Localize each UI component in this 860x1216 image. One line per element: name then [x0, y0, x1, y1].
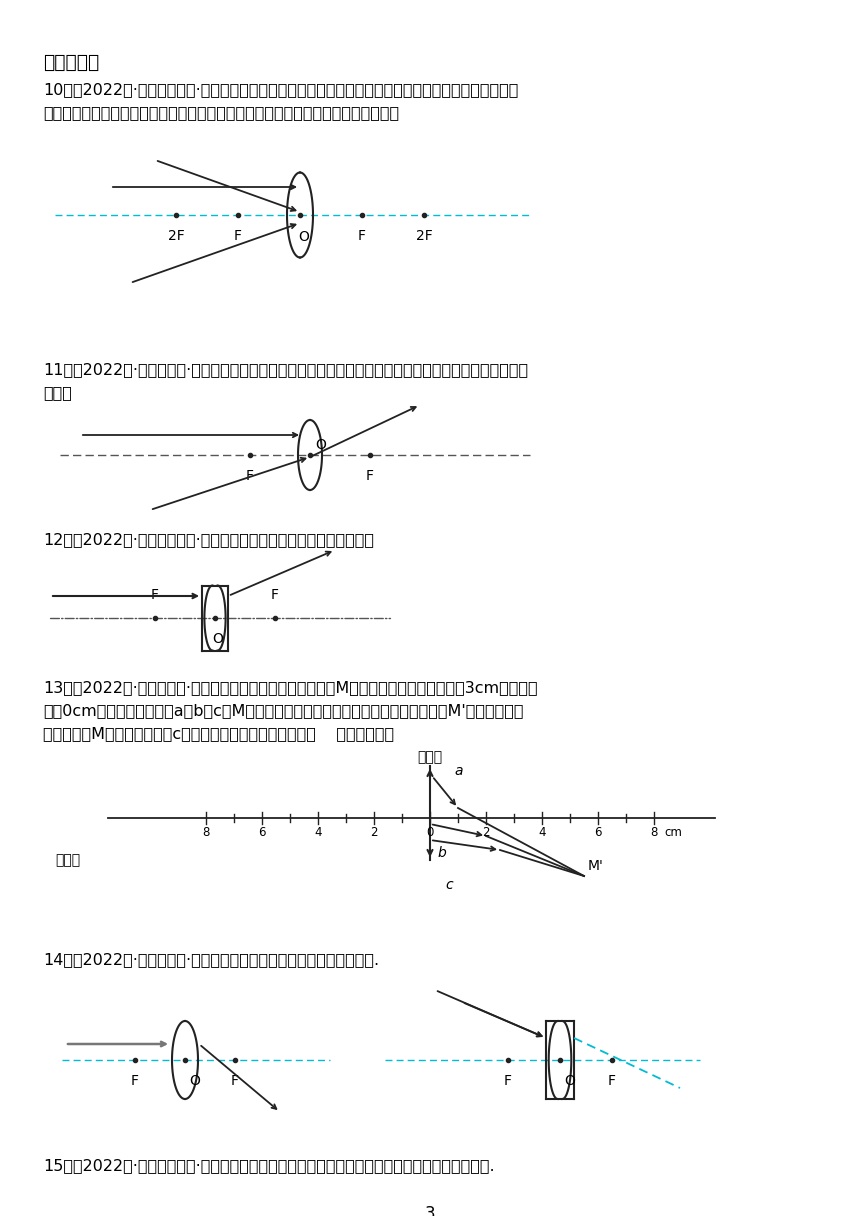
Text: F: F: [231, 1074, 239, 1088]
Text: 三、作图题: 三、作图题: [43, 54, 99, 72]
Text: F: F: [504, 1074, 512, 1088]
Text: a: a: [454, 764, 463, 778]
Text: O: O: [189, 1074, 200, 1088]
Text: 8: 8: [650, 826, 658, 839]
Text: O: O: [298, 230, 310, 244]
Text: 4: 4: [314, 826, 322, 839]
Text: 11．（2022秋·黑龙江大庆·八年级统考期末）根据凸透镜的性质，在图中完成光路图：画出折射光线或入射: 11．（2022秋·黑龙江大庆·八年级统考期末）根据凸透镜的性质，在图中完成光路…: [43, 362, 528, 377]
Text: 2F: 2F: [415, 229, 433, 243]
Text: M': M': [588, 858, 604, 873]
Text: 10．（2022秋·黑龙江牡丹江·八年级统考期末）如图所示，表示分别平行于主光轴的光线和一倍焦距处射: 10．（2022秋·黑龙江牡丹江·八年级统考期末）如图所示，表示分别平行于主光轴…: [43, 81, 519, 97]
Text: 光线。: 光线。: [43, 385, 72, 400]
Text: F: F: [131, 1074, 139, 1088]
Text: b: b: [438, 846, 446, 860]
Text: 0: 0: [427, 826, 433, 839]
Text: F: F: [608, 1074, 616, 1088]
Text: F: F: [366, 469, 374, 483]
Text: 8: 8: [202, 826, 210, 839]
Text: 2: 2: [482, 826, 489, 839]
Text: 向透镜的光线，及射向光心的光线，请你在图中分别画出它们经过透镜后的光路图。: 向透镜的光线，及射向光心的光线，请你在图中分别画出它们经过透镜后的光路图。: [43, 105, 399, 120]
Text: F: F: [151, 589, 159, 602]
Text: 主光轴: 主光轴: [55, 852, 80, 867]
Text: O: O: [564, 1074, 574, 1088]
Text: cm: cm: [664, 826, 682, 839]
Text: 2: 2: [371, 826, 378, 839]
Text: 14．（2022秋·黑龙江鸡西·八年级期末）完成下图中所示的透镜光路图.: 14．（2022秋·黑龙江鸡西·八年级期末）完成下图中所示的透镜光路图.: [43, 952, 379, 967]
Text: c: c: [445, 878, 452, 893]
Text: F: F: [271, 589, 279, 602]
Text: 前，0cm处为凸透镜光心。a、b、c是M发出的三条光线经凸透镜折射后的光线，相交于M'。请在图中画: 前，0cm处为凸透镜光心。a、b、c是M发出的三条光线经凸透镜折射后的光线，相交…: [43, 703, 524, 717]
Text: 12．（2022秋·黑龙江哈尔滨·八年级统考期末）请在图中完成光路图。: 12．（2022秋·黑龙江哈尔滨·八年级统考期末）请在图中完成光路图。: [43, 533, 374, 547]
Text: O: O: [212, 632, 224, 646]
Text: 2F: 2F: [168, 229, 184, 243]
Text: 凸透镜: 凸透镜: [417, 750, 443, 764]
Text: 4: 4: [538, 826, 546, 839]
Text: 3: 3: [425, 1205, 435, 1216]
Text: 6: 6: [258, 826, 266, 839]
Text: 13．（2022秋·黑龙江大庆·八年级统考期末）如图所示，光源M（图中没画出）放在焦距为3cm的凸透镜: 13．（2022秋·黑龙江大庆·八年级统考期末）如图所示，光源M（图中没画出）放…: [43, 680, 538, 696]
Text: F: F: [246, 469, 254, 483]
Text: 15．（2022秋·黑龙江哈尔滨·八年级期末）如图，请作出凸透镜的入射光线和进入水中的折射光线.: 15．（2022秋·黑龙江哈尔滨·八年级期末）如图，请作出凸透镜的入射光线和进入…: [43, 1158, 494, 1173]
Text: 出确定光源M的光路图并画出c经凸透镜折射前的入射光线。（    表示凸透镜）: 出确定光源M的光路图并画出c经凸透镜折射前的入射光线。（ 表示凸透镜）: [43, 726, 394, 741]
Text: F: F: [358, 229, 366, 243]
Text: 6: 6: [594, 826, 602, 839]
Text: F: F: [234, 229, 242, 243]
Text: O: O: [315, 438, 326, 452]
